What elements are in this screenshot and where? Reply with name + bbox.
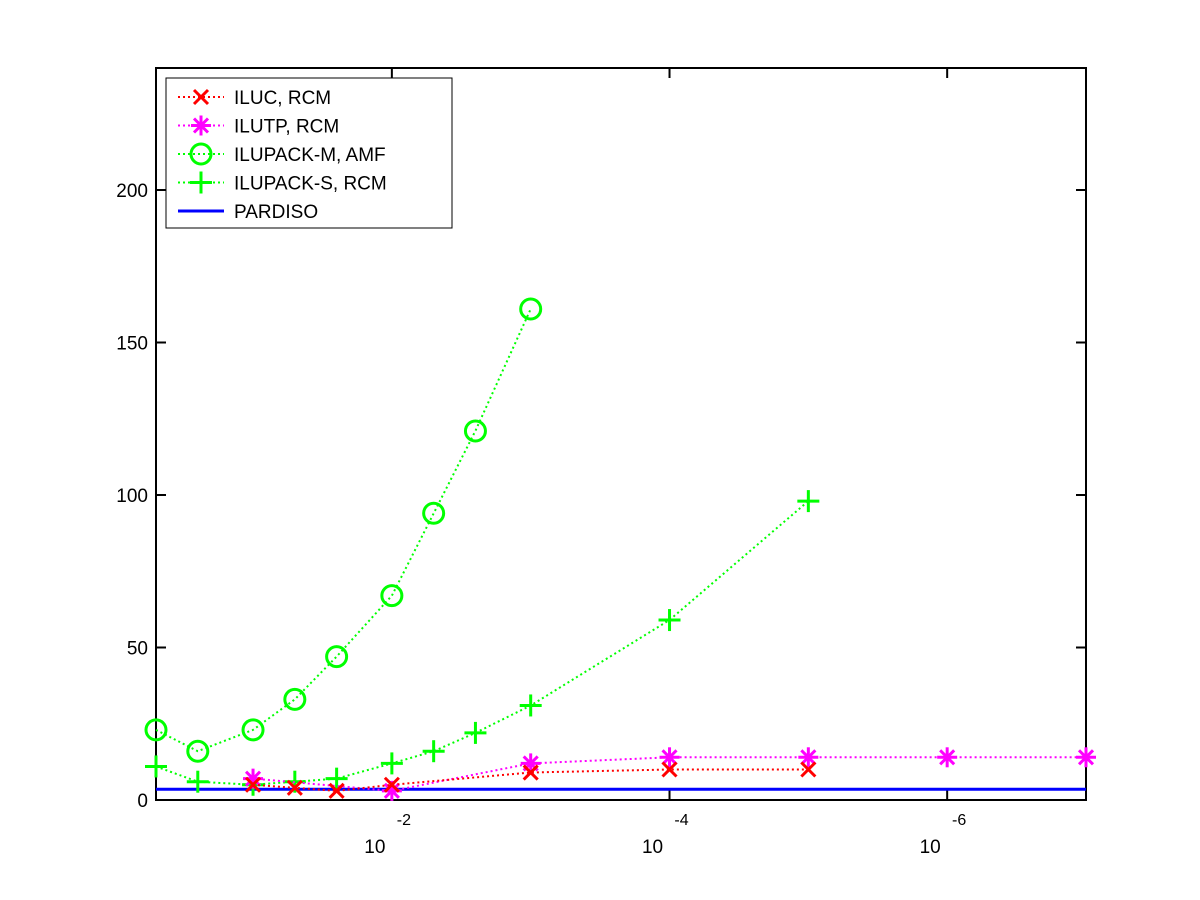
series-layer bbox=[144, 297, 1096, 801]
data-point bbox=[519, 297, 543, 321]
legend-label: ILUPACK-M, AMF bbox=[234, 145, 386, 166]
data-point bbox=[244, 776, 262, 793]
legend-label: PARDISO bbox=[234, 202, 318, 223]
legend-item: ILUC, RCM bbox=[178, 88, 331, 109]
legend-label: ILUC, RCM bbox=[234, 88, 331, 109]
legend: ILUC, RCM ILUTP, RCM ILUPACK-M, AMF ILUPACK… bbox=[165, 77, 453, 229]
axis-ticks: 0 50 100 150 200 10 -2 10 -4 10 -6 bbox=[116, 68, 1086, 858]
data-point bbox=[1076, 747, 1096, 768]
data-point bbox=[659, 747, 680, 768]
data-point bbox=[186, 770, 209, 793]
legend-item: ILUPACK-S, RCM bbox=[178, 171, 387, 195]
data-point bbox=[464, 721, 487, 744]
data-point bbox=[241, 718, 265, 742]
legend-item: PARDISO bbox=[178, 202, 318, 223]
data-point bbox=[797, 490, 820, 513]
x-tick-exponent: -2 bbox=[397, 812, 411, 829]
x-tick-base: 10 bbox=[920, 837, 941, 858]
data-point bbox=[283, 687, 307, 711]
data-point bbox=[325, 767, 348, 790]
data-point bbox=[522, 764, 539, 781]
data-point bbox=[463, 419, 487, 443]
legend-marker bbox=[189, 142, 213, 166]
y-tick-label: 0 bbox=[137, 791, 148, 812]
y-tick-label: 100 bbox=[116, 486, 148, 507]
x-tick-exponent: -4 bbox=[674, 812, 688, 829]
data-point bbox=[422, 501, 446, 525]
data-point bbox=[519, 694, 542, 717]
legend-label: ILUPACK-S, RCM bbox=[234, 174, 387, 195]
y-tick-label: 200 bbox=[116, 181, 148, 202]
legend-marker bbox=[192, 88, 210, 106]
data-point bbox=[661, 761, 678, 778]
data-point bbox=[800, 761, 817, 778]
data-point bbox=[144, 718, 168, 742]
legend-label: ILUTP, RCM bbox=[234, 117, 339, 138]
y-tick-label: 50 bbox=[127, 639, 148, 660]
data-point bbox=[383, 776, 400, 793]
data-point bbox=[286, 779, 303, 796]
x-tick-exponent: -6 bbox=[952, 812, 966, 829]
data-point bbox=[380, 752, 403, 775]
y-tick-label: 150 bbox=[116, 334, 148, 355]
legend-marker bbox=[190, 171, 212, 194]
data-point bbox=[325, 645, 349, 669]
data-point bbox=[328, 782, 345, 799]
data-point bbox=[937, 747, 958, 768]
x-tick-base: 10 bbox=[364, 837, 385, 858]
legend-item: ILUPACK-M, AMF bbox=[178, 142, 386, 166]
series-0 bbox=[244, 761, 817, 799]
data-point bbox=[380, 584, 404, 608]
legend-marker bbox=[191, 115, 211, 136]
data-point bbox=[186, 739, 210, 763]
series-3 bbox=[145, 490, 820, 796]
data-point bbox=[145, 755, 167, 778]
data-point bbox=[658, 609, 681, 632]
series-line bbox=[155, 308, 532, 753]
data-point bbox=[520, 753, 541, 774]
series-2 bbox=[144, 297, 543, 763]
data-point bbox=[422, 740, 445, 763]
data-point bbox=[798, 747, 819, 768]
legend-item: ILUTP, RCM bbox=[178, 115, 339, 138]
series-line bbox=[155, 500, 809, 786]
x-tick-base: 10 bbox=[642, 837, 663, 858]
plot-frame bbox=[155, 67, 1087, 801]
